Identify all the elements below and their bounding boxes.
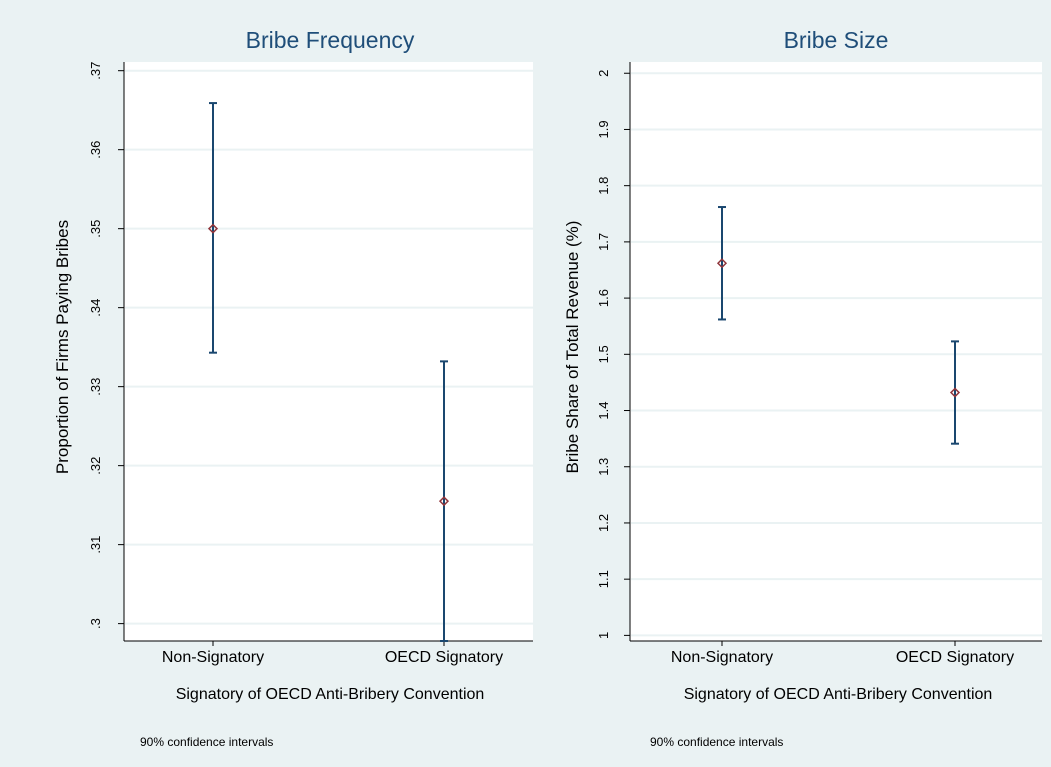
y-tick-label: .32 — [88, 457, 103, 475]
point-estimate — [949, 387, 961, 398]
y-tick-label: 1.4 — [596, 401, 611, 419]
y-tick-label: 1.9 — [596, 120, 611, 138]
panel-bribe-frequency: Bribe Frequency Proportion of Firms Payi… — [53, 27, 533, 749]
y-tick-label: 1.7 — [596, 233, 611, 251]
point-estimate — [438, 496, 450, 507]
y-tick-label: .31 — [88, 536, 103, 554]
y-tick-label: .33 — [88, 378, 103, 396]
y-tick-label: .35 — [88, 220, 103, 238]
y-tick-label: .37 — [88, 62, 103, 80]
y-tick-label: 1.5 — [596, 345, 611, 363]
x-tick-label: Non-Signatory — [671, 649, 773, 666]
y-tick-label: 1 — [596, 632, 611, 639]
point-estimate — [716, 258, 728, 269]
x-tick-label: OECD Signatory — [385, 649, 503, 666]
y-tick-label: 1.6 — [596, 289, 611, 307]
y-axis-title: Bribe Share of Total Revenue (%) — [563, 221, 582, 474]
point-estimate — [207, 223, 219, 234]
x-tick-label: OECD Signatory — [896, 649, 1014, 666]
y-tick-label: 1.2 — [596, 514, 611, 532]
plot-area — [630, 62, 1042, 641]
x-axis-title: Signatory of OECD Anti-Bribery Conventio… — [176, 686, 485, 703]
panel-bribe-size: Bribe Size Bribe Share of Total Revenue … — [563, 27, 1042, 749]
y-tick-label: .36 — [88, 141, 103, 159]
panel-title: Bribe Frequency — [246, 27, 415, 53]
y-tick-label: 1.1 — [596, 570, 611, 588]
y-axis-title: Proportion of Firms Paying Bribes — [53, 220, 72, 474]
y-tick-label: 2 — [596, 70, 611, 77]
x-axis-title: Signatory of OECD Anti-Bribery Conventio… — [684, 686, 993, 703]
y-tick-label: 1.8 — [596, 177, 611, 195]
y-tick-label: .3 — [88, 618, 103, 629]
panel-title: Bribe Size — [784, 27, 889, 53]
x-tick-label: Non-Signatory — [162, 649, 264, 666]
y-tick-label: 1.3 — [596, 458, 611, 476]
note: 90% confidence intervals — [140, 735, 273, 749]
note: 90% confidence intervals — [650, 735, 783, 749]
y-tick-label: .34 — [88, 299, 103, 317]
